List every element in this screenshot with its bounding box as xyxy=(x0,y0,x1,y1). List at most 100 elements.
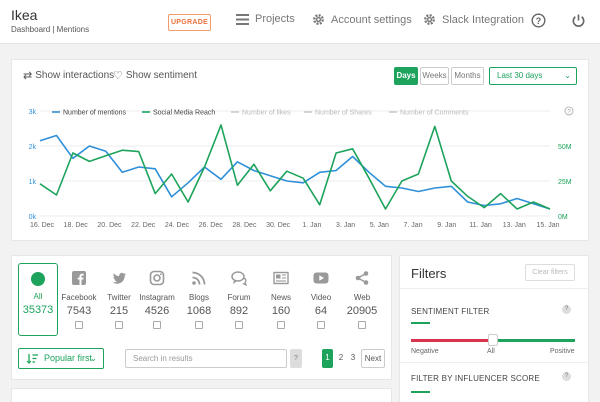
source-label: Forum xyxy=(227,293,251,302)
globe-icon xyxy=(31,272,45,286)
source-label: All xyxy=(33,292,43,301)
source-twitter[interactable]: Twitter 215 xyxy=(94,270,144,329)
next-page-button[interactable]: Next xyxy=(361,349,385,368)
period-switch: Days Weeks Months xyxy=(394,67,486,85)
source-web[interactable]: Web 20905 xyxy=(337,270,387,329)
source-instagram[interactable]: Instagram 4526 xyxy=(132,270,182,329)
show-interactions-toggle[interactable]: ⇄ Show interactions xyxy=(23,69,114,82)
legend-item[interactable]: Number of mentions xyxy=(63,110,127,117)
heart-icon: ♡ xyxy=(113,70,123,82)
section-underline xyxy=(411,322,430,324)
series-line-mentions xyxy=(39,134,551,210)
rss-icon xyxy=(192,271,206,285)
x-tick-label: 18. Dec xyxy=(64,222,89,229)
search-input[interactable]: Search in results xyxy=(125,349,287,368)
sentiment-negative-track xyxy=(411,339,493,342)
show-sentiment-toggle[interactable]: ♡ Show sentiment xyxy=(113,69,197,82)
page-3[interactable]: 3 xyxy=(350,353,356,362)
top-bar: Ikea Dashboard | Mentions UPGRADE Projec… xyxy=(0,0,600,44)
source-forum[interactable]: Forum 892 xyxy=(214,270,264,329)
source-checkbox[interactable] xyxy=(115,321,123,329)
page-1[interactable]: 1 xyxy=(322,349,333,368)
video-icon xyxy=(313,272,329,284)
help-icon: ? xyxy=(531,13,546,28)
x-tick-label: 20. Dec xyxy=(97,222,122,229)
date-range-select[interactable]: Last 30 days ⌄ xyxy=(489,67,577,85)
share-icon xyxy=(355,271,369,285)
nav-account-settings[interactable]: Account settings xyxy=(312,13,412,26)
y-left-tick-label: 1k xyxy=(29,179,37,186)
project-title: Ikea xyxy=(11,7,38,23)
source-all[interactable]: All 35373 xyxy=(18,263,58,336)
show-interactions-label: Show interactions xyxy=(35,70,115,81)
source-checkbox[interactable] xyxy=(75,321,83,329)
sort-select[interactable]: Popular first ⌄ xyxy=(18,348,104,369)
influencer-help-icon[interactable]: ? xyxy=(562,372,571,381)
source-checkbox[interactable] xyxy=(277,321,285,329)
search-help-icon[interactable]: ? xyxy=(290,349,302,368)
source-label: Blogs xyxy=(188,293,209,302)
x-tick-label: 24. Dec xyxy=(165,222,190,229)
sentiment-negative-label: Negative xyxy=(411,348,439,355)
legend-item[interactable]: Number of likes xyxy=(242,110,291,117)
x-tick-label: 9. Jan xyxy=(437,222,456,229)
period-weeks[interactable]: Weeks xyxy=(420,67,449,85)
source-facebook[interactable]: Facebook 7543 xyxy=(54,270,104,329)
divider xyxy=(399,288,589,289)
chevron-down-icon: ⌄ xyxy=(89,353,97,363)
source-blogs[interactable]: Blogs 1068 xyxy=(174,270,224,329)
date-range-value: Last 30 days xyxy=(497,71,543,80)
influencer-filter-title: FILTER BY INFLUENCER SCORE xyxy=(411,374,540,383)
logout-button[interactable] xyxy=(571,13,586,33)
source-video[interactable]: Video 64 xyxy=(296,270,346,329)
nav-account-settings-label: Account settings xyxy=(331,13,412,26)
sentiment-help-icon[interactable]: ? xyxy=(562,305,571,314)
breadcrumb[interactable]: Dashboard | Mentions xyxy=(11,25,90,34)
show-sentiment-label: Show sentiment xyxy=(125,70,198,81)
x-tick-label: 3. Jan xyxy=(336,222,355,229)
series-line-reach xyxy=(39,124,551,210)
chart-help-icon xyxy=(564,106,574,116)
twitter-icon xyxy=(112,272,126,284)
page-2[interactable]: 2 xyxy=(338,353,344,362)
legend-item[interactable]: Number of Comments xyxy=(400,110,469,117)
swap-icon: ⇄ xyxy=(23,70,33,82)
legend-item[interactable]: Number of Shares xyxy=(315,110,372,117)
y-left-tick-label: 3k xyxy=(29,109,37,116)
divider xyxy=(399,362,589,363)
facebook-icon xyxy=(72,271,86,285)
sentiment-all-label: All xyxy=(487,348,495,355)
news-icon xyxy=(273,271,289,285)
filters-card xyxy=(399,255,589,402)
source-checkbox[interactable] xyxy=(317,321,325,329)
help-button[interactable]: ? xyxy=(531,13,546,33)
source-news[interactable]: News 160 xyxy=(256,270,306,329)
source-count: 20905 xyxy=(346,305,378,317)
results-card xyxy=(11,388,392,402)
source-count: 7543 xyxy=(66,305,92,317)
source-checkbox[interactable] xyxy=(358,321,366,329)
sentiment-positive-label: Positive xyxy=(550,348,575,355)
x-tick-label: 22. Dec xyxy=(131,222,156,229)
period-months[interactable]: Months xyxy=(451,67,484,85)
nav-slack-integration[interactable]: Slack Integration xyxy=(423,13,524,26)
source-checkbox[interactable] xyxy=(153,321,161,329)
y-right-tick-label: 50M xyxy=(558,144,572,151)
legend-item[interactable]: Social Media Reach xyxy=(153,110,215,117)
x-tick-label: 11. Jan xyxy=(469,222,492,229)
source-checkbox[interactable] xyxy=(195,321,203,329)
period-days[interactable]: Days xyxy=(394,67,418,85)
filters-title: Filters xyxy=(411,266,447,281)
clear-filters-button[interactable]: Clear filters xyxy=(525,264,575,281)
x-tick-label: 1. Jan xyxy=(302,222,321,229)
chevron-down-icon: ⌄ xyxy=(564,71,571,80)
upgrade-button[interactable]: UPGRADE xyxy=(168,14,211,31)
section-underline xyxy=(411,391,430,393)
source-checkbox[interactable] xyxy=(235,321,243,329)
source-count: 1068 xyxy=(186,305,212,317)
x-tick-label: 13. Jan xyxy=(503,222,526,229)
x-tick-label: 16. Dec xyxy=(30,222,55,229)
chart-help-text: ? xyxy=(567,110,571,116)
sentiment-slider-handle[interactable] xyxy=(488,334,498,346)
nav-projects[interactable]: Projects xyxy=(236,13,295,25)
